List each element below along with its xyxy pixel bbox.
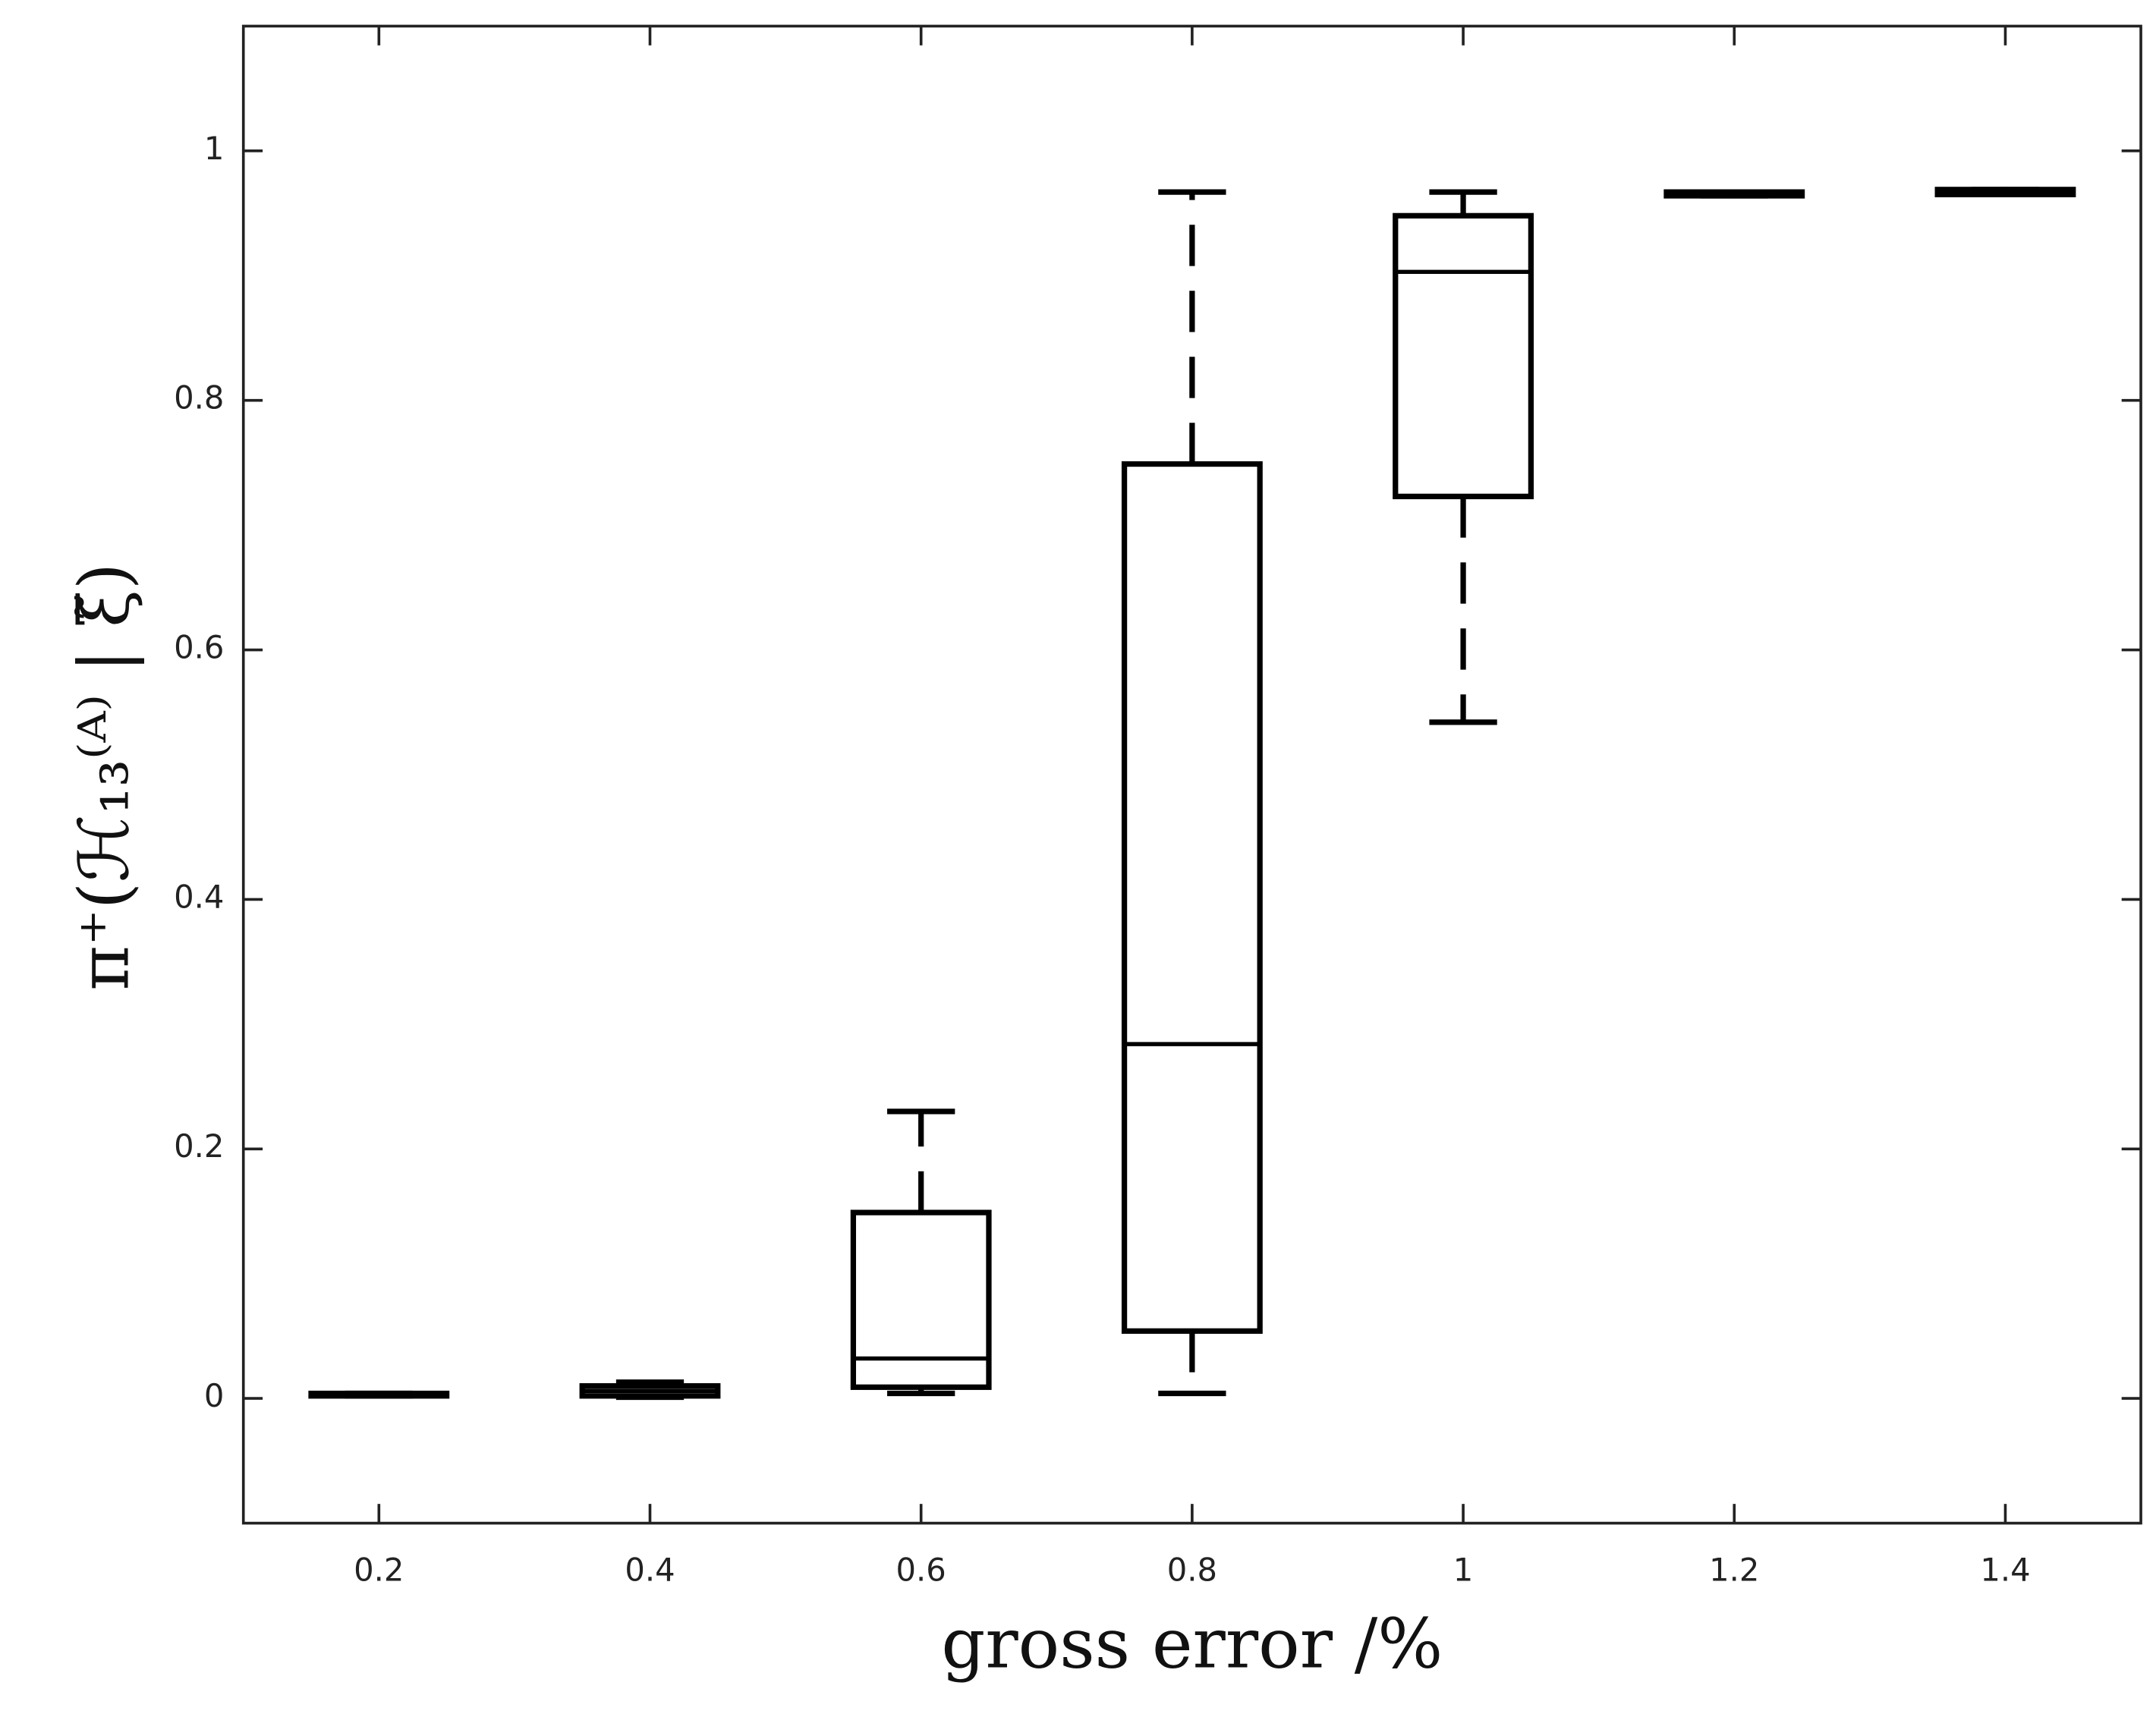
y-tick-label: 0.2	[174, 1127, 224, 1165]
x-tick-label: 1.2	[1709, 1552, 1759, 1589]
x-tick-label: 1	[1453, 1552, 1474, 1589]
x-tick-label: 0.6	[896, 1552, 946, 1589]
y-tick-label: 0.8	[174, 379, 224, 417]
y-tick-label: 0	[204, 1377, 225, 1414]
y-axis-label: π⁺(ℋ₁₃⁽ᴬ⁾ | ξ̃)	[65, 563, 144, 991]
y-tick-label: 0.6	[174, 629, 224, 666]
x-tick-label: 0.4	[625, 1552, 675, 1589]
y-tick-label: 0.4	[174, 878, 224, 915]
x-axis-label: gross error /%	[941, 1605, 1443, 1684]
box	[850, 1209, 992, 1390]
box	[1393, 212, 1534, 499]
x-tick-label: 0.2	[354, 1552, 404, 1589]
box	[1121, 461, 1263, 1334]
x-tick-label: 0.8	[1167, 1552, 1217, 1589]
plot-frame	[241, 24, 2142, 1525]
x-tick-label: 1.4	[1980, 1552, 2030, 1589]
y-tick-label: 1	[204, 130, 225, 167]
